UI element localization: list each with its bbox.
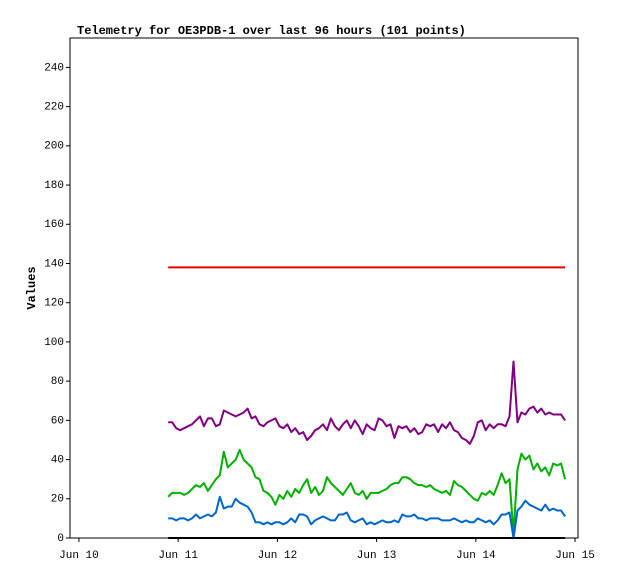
y-tick-label: 180 [44, 180, 64, 192]
y-tick-label: 140 [44, 258, 64, 270]
x-tick-label: Jun 12 [258, 550, 298, 562]
chart-title: Telemetry for OE3PDB-1 over last 96 hour… [77, 24, 466, 38]
y-tick-label: 220 [44, 102, 64, 114]
x-tick-label: Jun 14 [456, 550, 496, 562]
x-tick-label: Jun 15 [555, 550, 595, 562]
x-tick-label: Jun 11 [158, 550, 198, 562]
series-line [167, 448, 567, 536]
y-tick-label: 80 [51, 376, 64, 388]
y-tick-label: 0 [57, 533, 64, 545]
plot-frame [69, 37, 579, 539]
series-line [168, 495, 566, 539]
y-tick-label: 100 [44, 337, 64, 349]
series-line [168, 360, 566, 445]
y-tick-label: 20 [51, 494, 64, 506]
y-tick-label: 160 [44, 219, 64, 231]
y-tick-label: 240 [44, 62, 64, 74]
y-axis-label: Values [25, 266, 39, 309]
y-tick-label: 40 [51, 454, 64, 466]
y-tick-label: 200 [44, 141, 64, 153]
y-tick-label: 120 [44, 298, 64, 310]
x-tick-label: Jun 13 [357, 550, 397, 562]
y-tick-label: 60 [51, 415, 64, 427]
x-tick-label: Jun 10 [59, 550, 99, 562]
